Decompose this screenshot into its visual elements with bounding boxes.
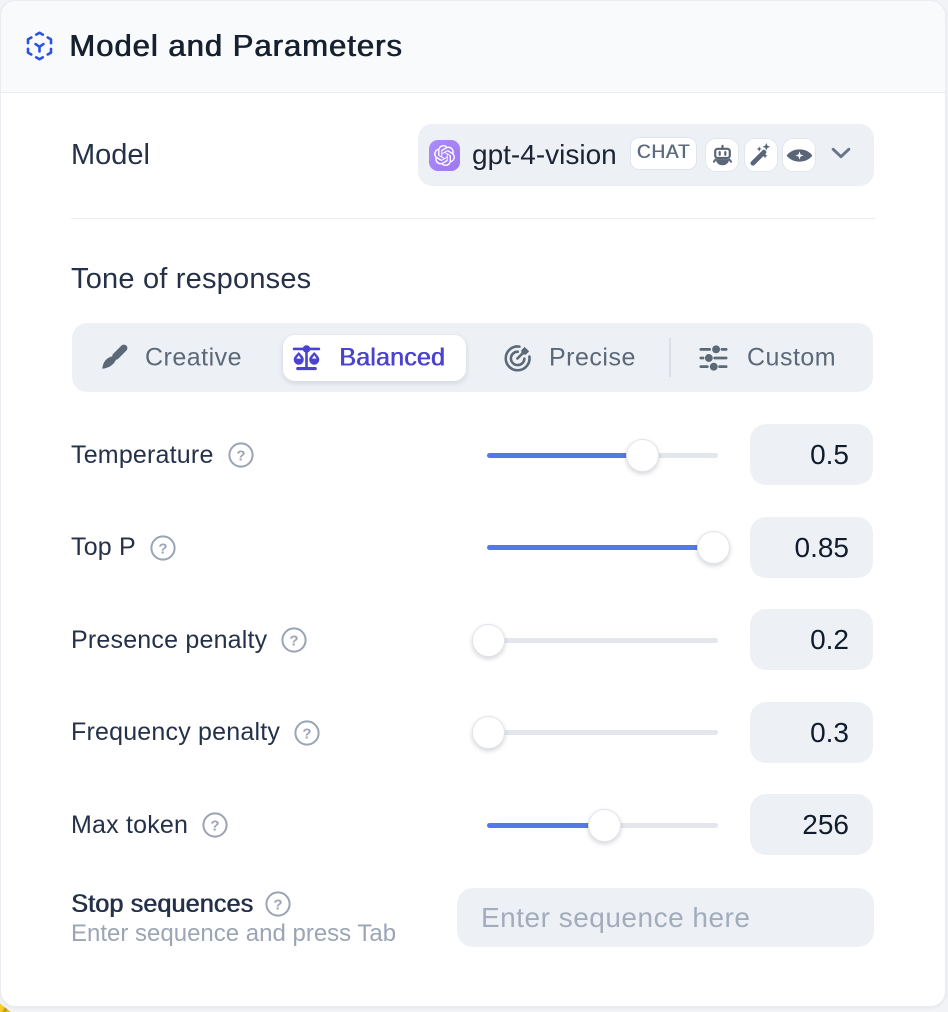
svg-text:?: ?	[302, 725, 311, 742]
svg-text:?: ?	[158, 540, 167, 557]
svg-text:?: ?	[211, 817, 220, 834]
svg-text:?: ?	[290, 632, 299, 649]
svg-text:?: ?	[236, 447, 245, 464]
svg-text:?: ?	[273, 896, 282, 913]
